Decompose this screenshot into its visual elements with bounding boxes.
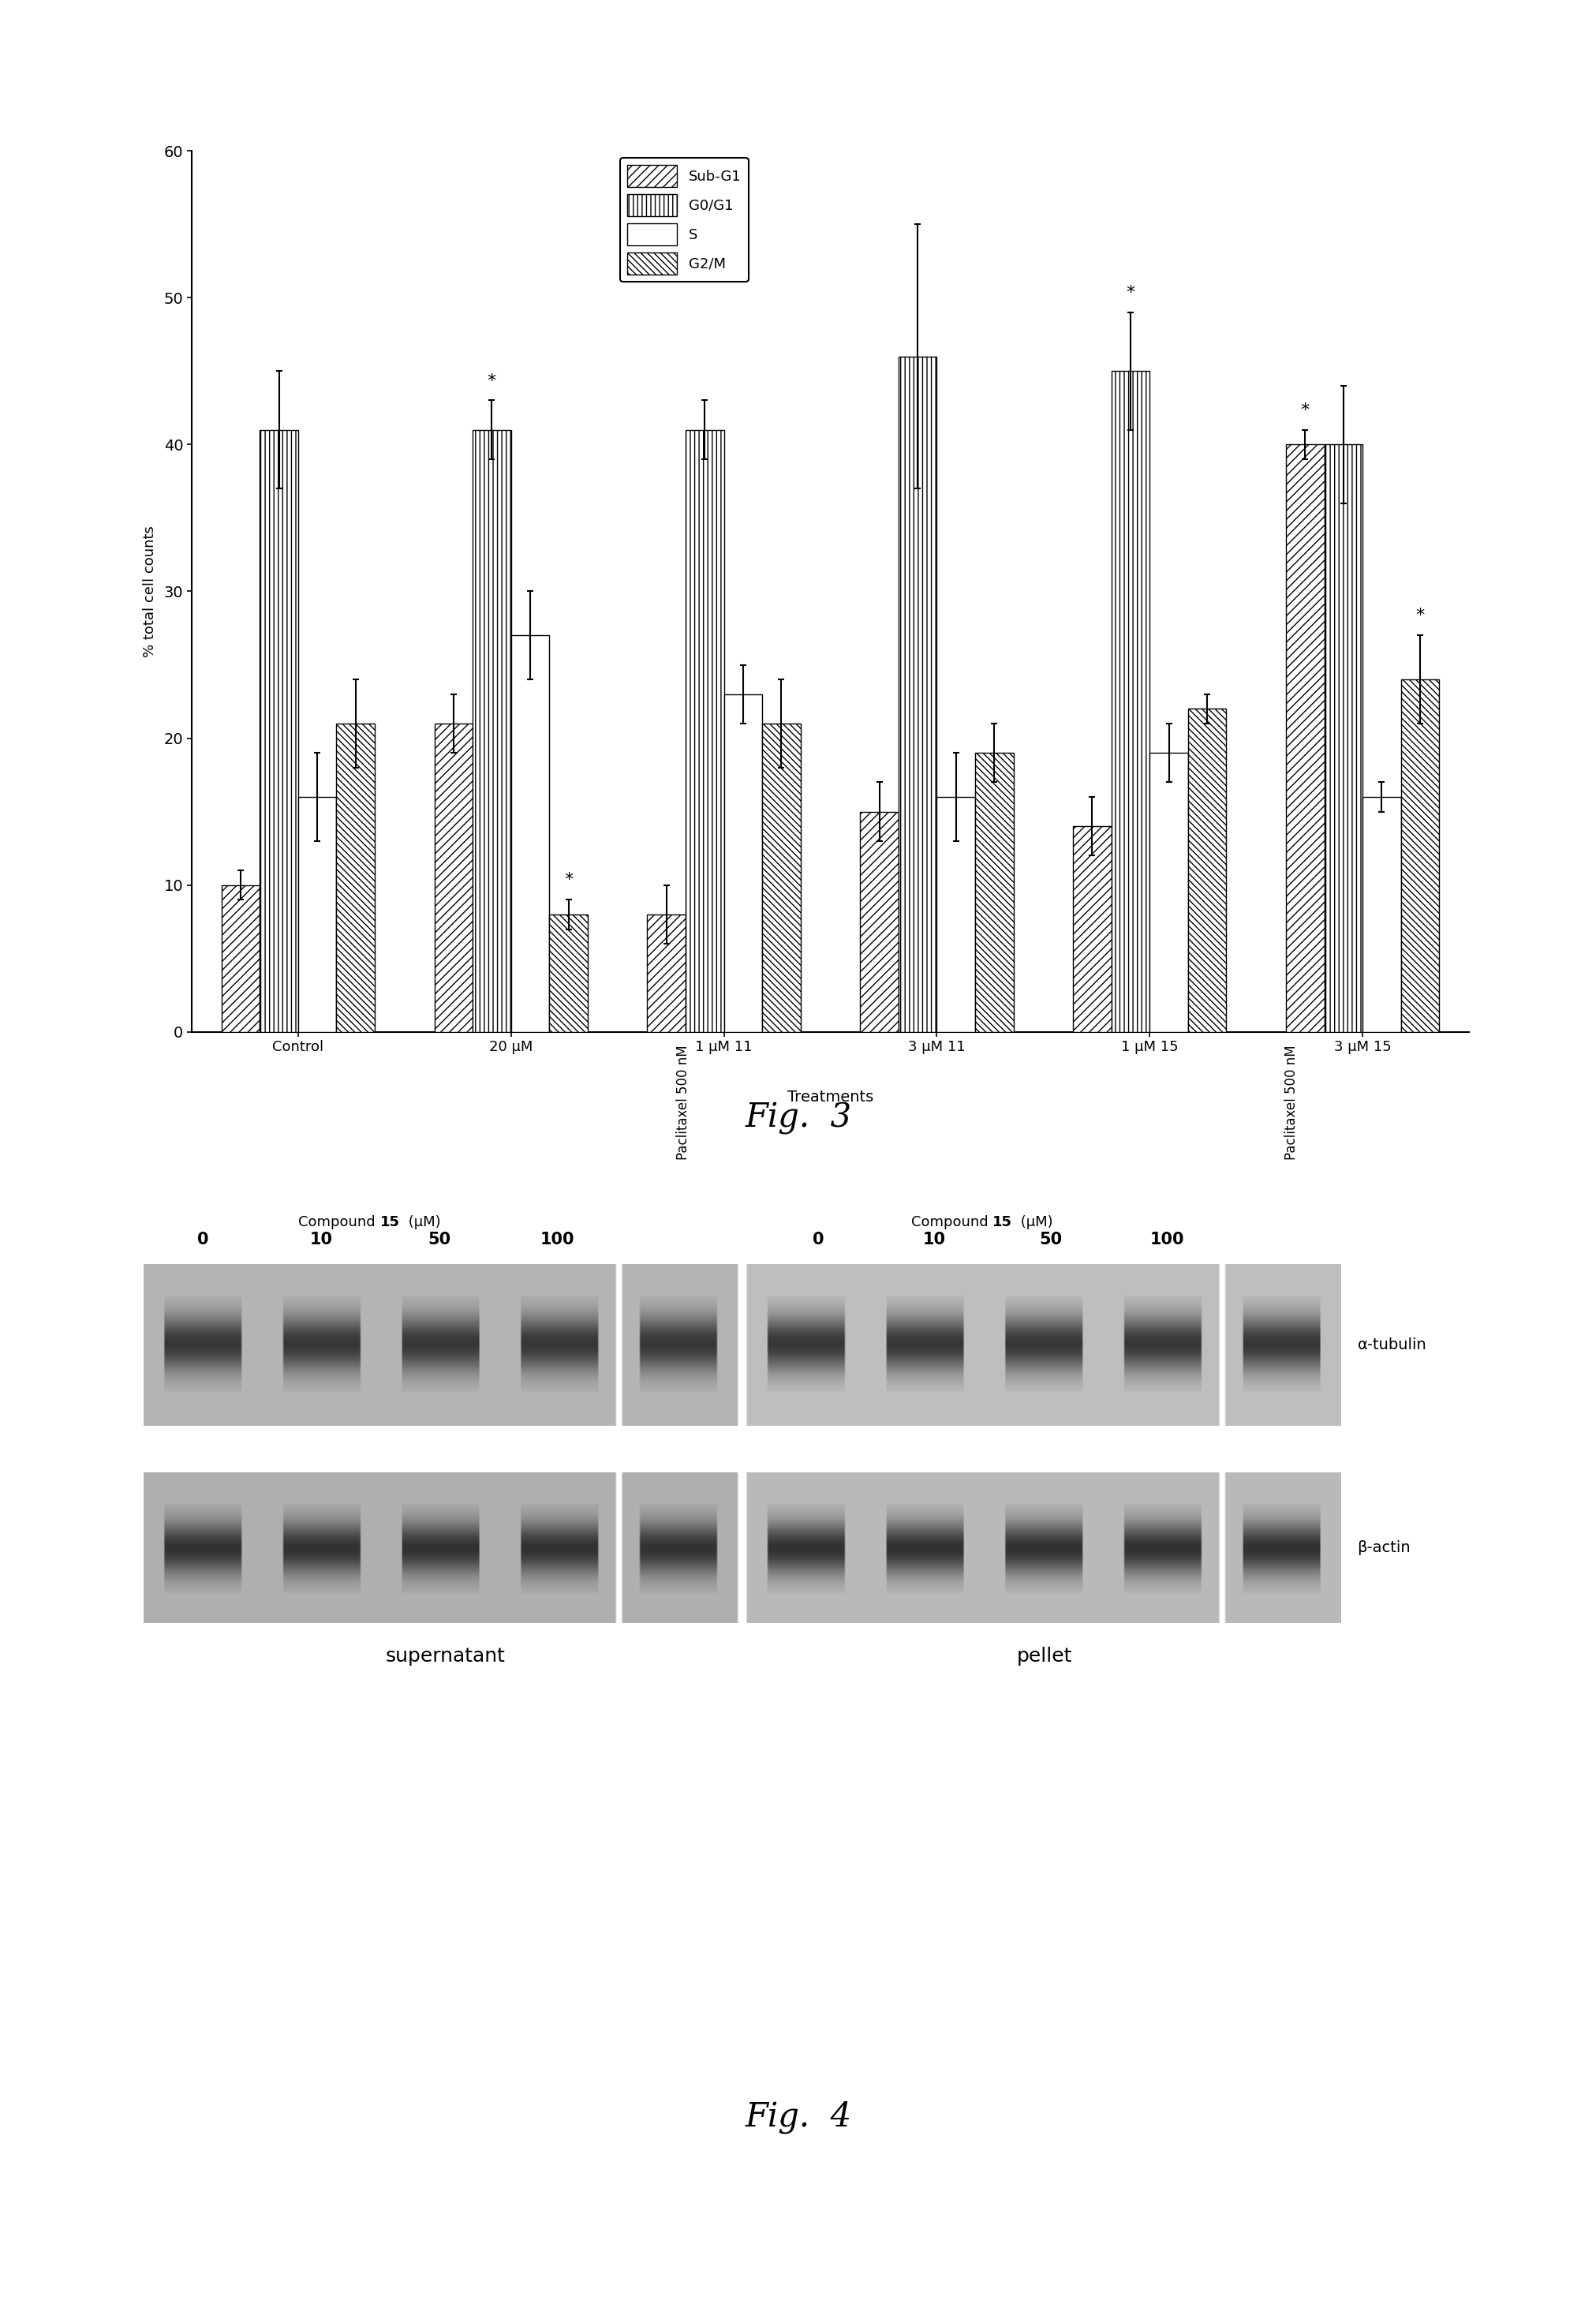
Bar [975, 754, 1013, 1032]
Text: 15: 15 [993, 1215, 1012, 1229]
Bar [937, 798, 975, 1032]
Text: Paclitaxel 500 nM: Paclitaxel 500 nM [1283, 1044, 1298, 1160]
Text: *: * [1301, 401, 1309, 417]
Text: Fig.  4: Fig. 4 [745, 2101, 851, 2133]
Text: Compound: Compound [911, 1215, 993, 1229]
Text: Fig.  3: Fig. 3 [745, 1102, 851, 1134]
Text: 100: 100 [1149, 1231, 1184, 1248]
Text: supernatant: supernatant [385, 1646, 506, 1665]
Bar [511, 635, 549, 1032]
Text: Compound: Compound [298, 1215, 380, 1229]
Legend: Sub-G1, G0/G1, S, G2/M: Sub-G1, G0/G1, S, G2/M [619, 158, 749, 281]
Bar [260, 429, 298, 1032]
Text: Paclitaxel 500 nM: Paclitaxel 500 nM [677, 1044, 689, 1160]
Bar [1323, 445, 1361, 1032]
Text: β-actin: β-actin [1357, 1540, 1409, 1556]
Bar [646, 914, 685, 1032]
Bar [1073, 826, 1111, 1032]
Text: 0: 0 [812, 1231, 824, 1248]
Bar [472, 429, 511, 1032]
Bar [723, 693, 761, 1032]
Bar [298, 798, 337, 1032]
Text: 0: 0 [196, 1231, 209, 1248]
Text: pellet: pellet [1017, 1646, 1071, 1665]
Bar [1285, 445, 1323, 1032]
Bar [761, 724, 800, 1032]
Text: *: * [487, 373, 496, 390]
Bar [899, 357, 937, 1032]
Bar [1111, 371, 1149, 1032]
Bar [685, 429, 723, 1032]
Text: *: * [563, 872, 573, 888]
Bar [1400, 679, 1438, 1032]
Text: 15: 15 [380, 1215, 399, 1229]
Bar [1149, 754, 1187, 1032]
Text: *: * [1125, 285, 1135, 301]
Bar [434, 724, 472, 1032]
Y-axis label: % total cell counts: % total cell counts [144, 526, 158, 656]
Bar [549, 914, 587, 1032]
Bar [337, 724, 375, 1032]
Text: (μM): (μM) [404, 1215, 440, 1229]
Text: 50: 50 [1039, 1231, 1061, 1248]
Bar [1187, 710, 1226, 1032]
Bar [222, 886, 260, 1032]
Text: 100: 100 [539, 1231, 575, 1248]
X-axis label: Treatments: Treatments [787, 1090, 873, 1104]
Text: 10: 10 [922, 1231, 945, 1248]
Text: (μM): (μM) [1017, 1215, 1053, 1229]
Text: *: * [1416, 608, 1424, 624]
Bar [1361, 798, 1400, 1032]
Text: 10: 10 [310, 1231, 332, 1248]
Text: 50: 50 [428, 1231, 450, 1248]
Bar [860, 812, 899, 1032]
Text: α-tubulin: α-tubulin [1357, 1338, 1425, 1352]
